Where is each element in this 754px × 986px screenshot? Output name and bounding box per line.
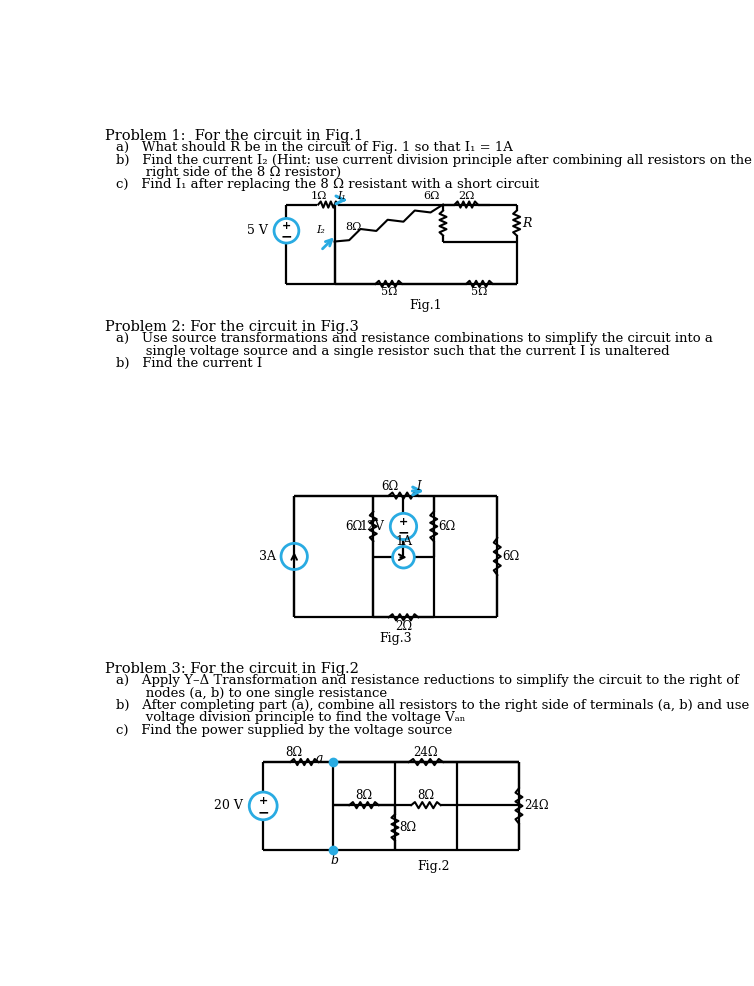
Text: a)   What should R be in the circuit of Fig. 1 so that I₁ = 1A: a) What should R be in the circuit of Fi…	[116, 141, 513, 155]
Text: I: I	[416, 480, 421, 493]
Text: Problem 1:  For the circuit in Fig.1: Problem 1: For the circuit in Fig.1	[105, 129, 363, 143]
Text: 24Ω: 24Ω	[414, 745, 438, 758]
Text: 6Ω: 6Ω	[381, 480, 398, 493]
Text: 20 V: 20 V	[214, 800, 243, 812]
Text: 1A: 1A	[395, 535, 412, 548]
Text: 5Ω: 5Ω	[471, 287, 488, 297]
Text: c)   Find I₁ after replacing the 8 Ω resistant with a short circuit: c) Find I₁ after replacing the 8 Ω resis…	[116, 178, 539, 191]
Text: c)   Find the power supplied by the voltage source: c) Find the power supplied by the voltag…	[116, 724, 452, 737]
Text: Fig.2: Fig.2	[418, 860, 450, 874]
Text: b)   After completing part (a), combine all resistors to the right side of termi: b) After completing part (a), combine al…	[116, 699, 749, 712]
Text: 8Ω: 8Ω	[285, 746, 302, 759]
Text: 3A: 3A	[259, 550, 276, 563]
Text: 8Ω: 8Ω	[418, 790, 434, 803]
Text: 2Ω: 2Ω	[395, 620, 412, 633]
Text: +: +	[399, 517, 408, 527]
Text: right side of the 8 Ω resistor): right side of the 8 Ω resistor)	[116, 166, 341, 179]
Text: +: +	[282, 222, 291, 232]
Text: 5Ω: 5Ω	[381, 287, 397, 297]
Text: I₂: I₂	[316, 225, 325, 235]
Text: 6Ω: 6Ω	[345, 520, 363, 532]
Text: 2Ω: 2Ω	[458, 191, 474, 201]
Text: b)   Find the current I₂ (Hint: use current division principle after combining a: b) Find the current I₂ (Hint: use curren…	[116, 154, 752, 167]
Text: a)   Apply Y–Δ Transformation and resistance reductions to simplify the circuit : a) Apply Y–Δ Transformation and resistan…	[116, 674, 739, 687]
Text: 12V: 12V	[359, 520, 384, 532]
Text: Problem 3: For the circuit in Fig.2: Problem 3: For the circuit in Fig.2	[105, 662, 359, 676]
Text: −: −	[397, 526, 409, 539]
Text: single voltage source and a single resistor such that the current I is unaltered: single voltage source and a single resis…	[116, 345, 670, 358]
Text: +: +	[259, 796, 268, 807]
Text: I₁: I₁	[338, 191, 347, 201]
Text: 8Ω: 8Ω	[355, 790, 372, 803]
Text: 8Ω: 8Ω	[345, 222, 362, 232]
Text: 6Ω: 6Ω	[503, 550, 520, 563]
Text: b)   Find the current I: b) Find the current I	[116, 357, 262, 370]
Text: −: −	[257, 806, 269, 819]
Text: −: −	[280, 230, 293, 244]
Text: 6Ω: 6Ω	[424, 191, 440, 201]
Text: Fig.3: Fig.3	[379, 632, 412, 646]
Text: R: R	[522, 217, 532, 230]
Text: a)   Use source transformations and resistance combinations to simplify the circ: a) Use source transformations and resist…	[116, 332, 713, 345]
Text: Fig.1: Fig.1	[409, 299, 442, 312]
Text: 6Ω: 6Ω	[438, 520, 455, 532]
Text: b: b	[330, 854, 339, 867]
Text: voltage division principle to find the voltage Vₐₙ: voltage division principle to find the v…	[116, 711, 465, 725]
Text: Problem 2: For the circuit in Fig.3: Problem 2: For the circuit in Fig.3	[105, 320, 359, 334]
Text: 1Ω: 1Ω	[311, 191, 327, 201]
Text: 5 V: 5 V	[247, 224, 268, 238]
Text: a: a	[315, 752, 323, 765]
Text: 8Ω: 8Ω	[400, 821, 417, 834]
Text: nodes (a, b) to one single resistance: nodes (a, b) to one single resistance	[116, 686, 387, 700]
Text: 24Ω: 24Ω	[524, 800, 549, 812]
